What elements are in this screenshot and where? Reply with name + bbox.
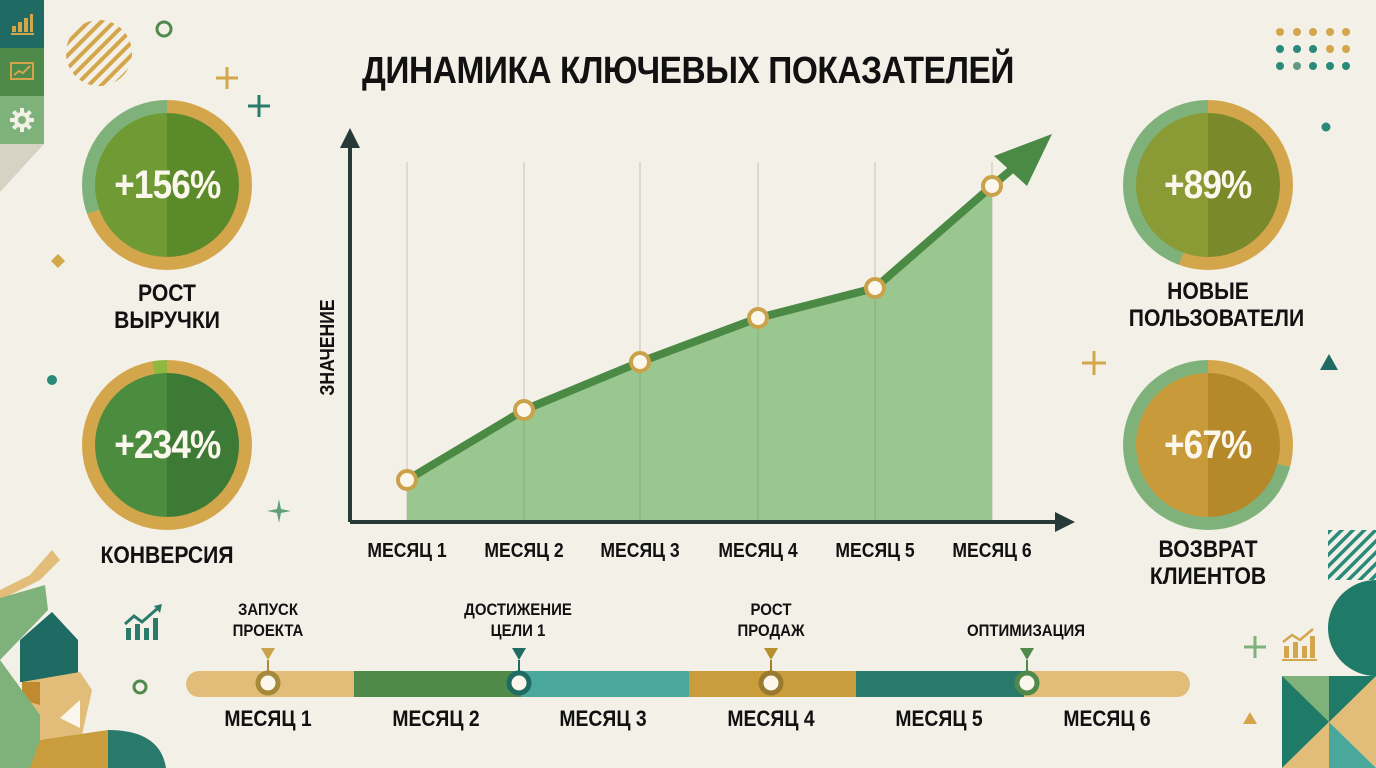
kpi-label: ВОЗВРАТ КЛИЕНТОВ — [1129, 536, 1287, 590]
kpi-disc: +67% — [1136, 373, 1280, 517]
timeline-month: МЕСЯЦ 5 — [895, 706, 983, 731]
plus-decoration — [216, 67, 238, 89]
timeline-month: МЕСЯЦ 3 — [559, 706, 647, 731]
timeline-segment — [354, 671, 521, 697]
person-illustration — [0, 550, 166, 768]
ring-decoration — [155, 20, 173, 38]
area-chart — [340, 128, 1075, 532]
x-tick-label: МЕСЯЦ 6 — [952, 540, 1032, 562]
sidebar-item-trends[interactable] — [0, 48, 44, 96]
sidebar-item-charts[interactable] — [0, 0, 44, 48]
timeline-month: МЕСЯЦ 4 — [727, 706, 815, 731]
milestone-label: ЗАПУСК ПРОЕКТА — [202, 599, 334, 641]
ring-decoration — [132, 679, 148, 695]
sidebar-fold-decoration — [0, 144, 44, 192]
kpi-value: +156% — [113, 162, 221, 207]
y-axis-label-wrap: ЗНАЧЕНИЕ — [269, 299, 389, 395]
kpi-label: КОНВЕРСИЯ — [100, 542, 234, 569]
milestone-label: ДОСТИЖЕНИЕ ЦЕЛИ 1 — [452, 599, 584, 641]
gear-icon — [10, 108, 34, 132]
milestone-label-line: ДОСТИЖЕНИЕ — [464, 600, 572, 619]
x-axis-arrow-icon — [1055, 512, 1075, 532]
triangle-decoration — [1320, 354, 1338, 370]
striped-square-decoration — [1328, 530, 1376, 580]
x-tick-label: МЕСЯЦ 5 — [835, 540, 915, 562]
timeline-month: МЕСЯЦ 1 — [224, 706, 312, 731]
timeline-month: МЕСЯЦ 2 — [392, 706, 480, 731]
diamond-decoration — [51, 254, 65, 268]
page-title: ДИНАМИКА КЛЮЧЕВЫХ ПОКАЗАТЕЛЕЙ — [362, 50, 1014, 92]
sidebar-item-settings[interactable] — [0, 96, 44, 144]
striped-circle-decoration — [66, 20, 132, 86]
milestone-marker[interactable] — [1013, 646, 1041, 698]
dot-grid-decoration — [1276, 28, 1350, 70]
timeline-bar — [186, 671, 1190, 697]
kpi-customer-return: +67% ВОЗВРАТ КЛИЕНТОВ — [1118, 360, 1298, 590]
x-tick-label: МЕСЯЦ 3 — [600, 540, 680, 562]
kpi-value: +67% — [1164, 422, 1252, 467]
half-circle-decoration — [1328, 580, 1376, 676]
kpi-label: РОСТ ВЫРУЧКИ — [114, 280, 220, 334]
milestone-marker[interactable] — [505, 646, 533, 698]
y-axis-arrow-icon — [340, 128, 360, 148]
timeline-segment — [1024, 671, 1190, 697]
sidebar — [0, 0, 44, 144]
triangle-grid-decoration — [1282, 676, 1376, 768]
kpi-conversion: +234% КОНВЕРСИЯ — [77, 360, 257, 569]
milestone-label-line: ОПТИМИЗАЦИЯ — [966, 621, 1086, 640]
kpi-value: +234% — [113, 422, 221, 467]
timeline-segment — [856, 671, 1024, 697]
kpi-ring: +67% — [1123, 360, 1293, 530]
dot-decoration — [47, 375, 57, 385]
bar-chart-icon — [11, 14, 34, 35]
kpi-disc: +234% — [95, 373, 239, 517]
kpi-ring: +89% — [1123, 100, 1293, 270]
growth-chart-icon — [124, 604, 162, 640]
kpi-ring: +156% — [82, 100, 252, 270]
kpi-revenue-growth: +156% РОСТ ВЫРУЧКИ — [77, 100, 257, 334]
data-markers — [396, 175, 1003, 491]
plus-decoration — [1244, 636, 1266, 658]
timeline-segment — [521, 671, 689, 697]
kpi-label-line: КЛИЕНТОВ — [1149, 563, 1267, 590]
area-fill — [407, 186, 992, 522]
milestone-label: РОСТ ПРОДАЖ — [705, 599, 837, 641]
kpi-label-line: НОВЫЕ — [1167, 278, 1249, 305]
milestone-label-line: ПРОДАЖ — [737, 621, 805, 640]
milestone-label: ОПТИМИЗАЦИЯ — [960, 620, 1092, 641]
kpi-new-users: +89% НОВЫЕ ПОЛЬЗОВАТЕЛИ — [1118, 100, 1305, 332]
kpi-label-line: ПОЛЬЗОВАТЕЛИ — [1128, 305, 1305, 332]
kpi-disc: +89% — [1136, 113, 1280, 257]
x-tick-label: МЕСЯЦ 4 — [718, 540, 798, 562]
kpi-ring: +234% — [82, 360, 252, 530]
x-tick-label: МЕСЯЦ 2 — [484, 540, 564, 562]
milestone-marker[interactable] — [254, 646, 282, 698]
kpi-value: +89% — [1164, 162, 1252, 207]
milestone-label-line: ПРОЕКТА — [232, 621, 304, 640]
milestone-label-line: ЦЕЛИ 1 — [490, 621, 546, 640]
kpi-disc: +156% — [95, 113, 239, 257]
milestone-label-line: ЗАПУСК — [238, 600, 298, 619]
plus-decoration — [1082, 351, 1106, 375]
y-axis-label: ЗНАЧЕНИЕ — [317, 299, 340, 396]
timeline-month: МЕСЯЦ 6 — [1063, 706, 1151, 731]
growth-chart-icon — [1282, 628, 1317, 661]
milestone-marker[interactable] — [757, 646, 785, 698]
x-tick-label: МЕСЯЦ 1 — [367, 540, 447, 562]
kpi-label-line: ВОЗВРАТ — [1158, 536, 1258, 563]
triangle-decoration — [1243, 712, 1257, 724]
plus-decoration — [248, 95, 270, 117]
milestone-label-line: РОСТ — [750, 600, 792, 619]
line-chart-icon — [10, 62, 34, 80]
sparkle-decoration — [267, 499, 291, 523]
dot-decoration — [1321, 122, 1331, 132]
trend-arrow-icon — [994, 134, 1052, 186]
kpi-label: НОВЫЕ ПОЛЬЗОВАТЕЛИ — [1128, 278, 1305, 332]
